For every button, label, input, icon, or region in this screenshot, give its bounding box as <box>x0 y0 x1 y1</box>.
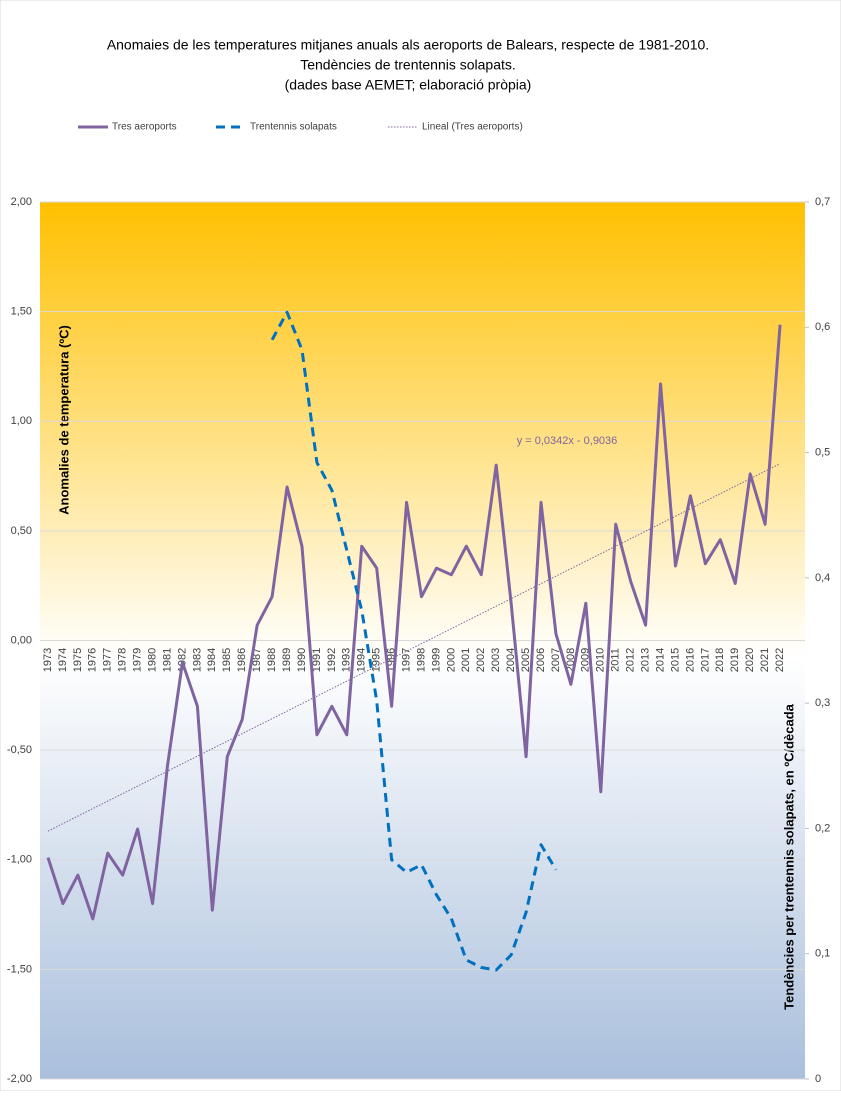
x-tick-label: 2007 <box>550 648 562 672</box>
x-tick-label: 1988 <box>266 648 278 672</box>
x-tick-label: 2020 <box>744 648 756 672</box>
y-tick-label: -1,50 <box>7 963 32 975</box>
x-tick-label: 2010 <box>595 648 607 672</box>
x-tick-label: 1975 <box>72 648 84 672</box>
x-tick-label: 2015 <box>669 648 681 672</box>
y2-tick-label: 0,3 <box>815 697 830 709</box>
y2-tick-label: 0,5 <box>815 446 830 458</box>
x-tick-label: 2001 <box>460 648 472 672</box>
x-tick-label: 1995 <box>371 648 383 672</box>
y-tick-label: 2,00 <box>11 196 32 208</box>
y2-tick-label: 0,4 <box>815 572 830 584</box>
x-tick-label: 2002 <box>475 648 487 672</box>
y2-tick-label: 0,1 <box>815 948 830 960</box>
x-tick-label: 1980 <box>146 648 158 672</box>
x-tick-label: 2004 <box>505 648 517 672</box>
y-tick-label: -0,50 <box>7 744 32 756</box>
y-tick-label: 1,50 <box>11 306 32 318</box>
x-tick-label: 1990 <box>296 648 308 672</box>
x-tick-label: 1979 <box>132 648 144 672</box>
x-tick-label: 2014 <box>654 648 666 672</box>
x-tick-label: 1973 <box>42 648 54 672</box>
x-tick-label: 2016 <box>684 648 696 672</box>
x-tick-label: 1981 <box>161 648 173 672</box>
x-tick-label: 1997 <box>400 648 412 672</box>
x-tick-label: 1989 <box>281 648 293 672</box>
legend-label: Tres aeroports <box>112 122 177 133</box>
y2-tick-label: 0,6 <box>815 321 830 333</box>
x-tick-label: 2019 <box>729 648 741 672</box>
x-tick-label: 1992 <box>326 648 338 672</box>
series-line <box>46 324 782 921</box>
y-axis-title: Anomalies de temperatura (ºC) <box>56 325 71 515</box>
x-tick-label: 1982 <box>176 648 188 672</box>
chart-title: Tendències de trentennis solapats. <box>300 57 516 73</box>
trend-equation: y = 0,0342x - 0,9036 <box>517 435 618 447</box>
x-tick-label: 1998 <box>415 648 427 672</box>
x-tick-label: 1999 <box>430 648 442 672</box>
x-tick-label: 2012 <box>625 648 637 672</box>
x-tick-label: 2021 <box>759 648 771 672</box>
x-tick-label: 2006 <box>535 648 547 672</box>
y-tick-label: 0,50 <box>11 525 32 537</box>
y2-tick-label: 0 <box>815 1073 821 1085</box>
x-tick-label: 1985 <box>221 648 233 672</box>
y-tick-label: 1,00 <box>11 415 32 427</box>
x-tick-label: 2022 <box>774 648 786 672</box>
x-tick-label: 2011 <box>610 648 622 672</box>
x-tick-label: 2005 <box>520 648 532 672</box>
y-tick-label: 0,00 <box>11 634 32 646</box>
y2-tick-label: 0,7 <box>815 196 830 208</box>
x-tick-label: 2000 <box>445 648 457 672</box>
x-tick-label: 1986 <box>236 648 248 672</box>
y-tick-label: -1,00 <box>7 854 32 866</box>
y2-axis-title: Tendències per trentennis solapats, en º… <box>781 703 796 1010</box>
x-tick-label: 2003 <box>490 648 502 672</box>
x-tick-label: 2018 <box>714 648 726 672</box>
x-tick-label: 1983 <box>191 648 203 672</box>
x-tick-label: 1984 <box>206 648 218 672</box>
x-tick-label: 1994 <box>356 648 368 672</box>
chart-title: (dades base AEMET; elaboració pròpia) <box>285 77 532 93</box>
chart-title: Anomaies de les temperatures mitjanes an… <box>107 37 709 53</box>
x-tick-label: 1991 <box>311 648 323 672</box>
x-tick-label: 2017 <box>699 648 711 672</box>
y2-tick-label: 0,2 <box>815 822 830 834</box>
x-tick-label: 2013 <box>640 648 652 672</box>
legend-label: Trentennis solapats <box>250 122 337 133</box>
x-tick-label: 1974 <box>57 648 69 672</box>
series-line <box>270 310 558 972</box>
x-tick-label: 1976 <box>87 648 99 672</box>
x-tick-label: 1993 <box>341 648 353 672</box>
x-tick-label: 1977 <box>102 648 114 672</box>
x-tick-label: 1978 <box>117 648 129 672</box>
y-tick-label: -2,00 <box>7 1073 32 1085</box>
legend-label: Lineal (Tres aeroports) <box>422 122 523 133</box>
